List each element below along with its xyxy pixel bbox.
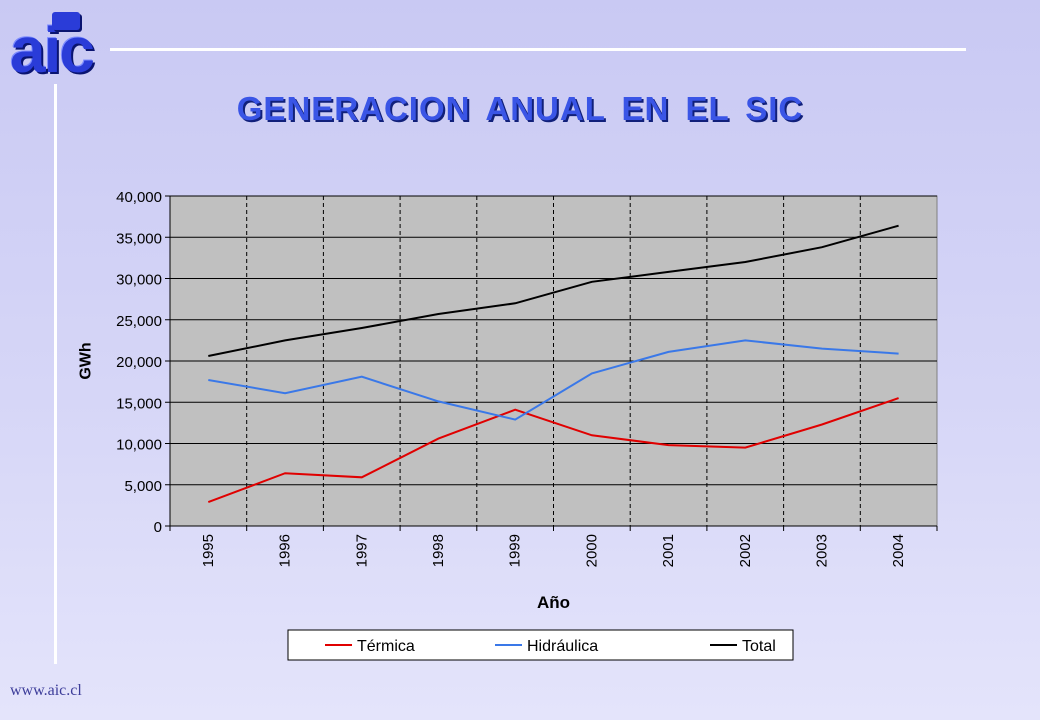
y-tick-label: 20,000 — [116, 354, 162, 371]
x-tick-label: 2004 — [890, 534, 907, 567]
y-axis-ticks: 0 5,000 10,000 15,000 20,000 25,000 30,000 35,0… — [116, 189, 170, 536]
x-tick-label: 2000 — [583, 534, 600, 567]
legend-box — [287, 629, 794, 661]
y-tick-label: 0 — [154, 519, 162, 536]
x-tick-label: 1995 — [200, 534, 217, 567]
footer-url[interactable]: www.aic.cl — [10, 682, 82, 699]
top-divider — [110, 48, 966, 51]
y-axis-label: GWh — [78, 342, 95, 379]
y-tick-label: 25,000 — [116, 313, 162, 330]
x-tick-label: 2002 — [737, 534, 754, 567]
series-line-térmica — [207, 397, 899, 504]
y-tick-label: 40,000 — [116, 189, 162, 206]
series-line-total — [208, 224, 899, 357]
legend: Térmica Hidráulica Total — [287, 629, 794, 661]
legend-label: Hidráulica — [527, 638, 598, 655]
x-tick-label: 1997 — [353, 534, 370, 567]
slide-title: GENERACION ANUAL EN EL SIC — [236, 90, 804, 127]
logo-text: aic — [10, 12, 95, 82]
y-tick-label: 30,000 — [116, 272, 162, 289]
x-axis-ticks: 1995 1996 1997 1998 1999 2000 2001 2002 2003 2004 — [169, 526, 938, 567]
legend-label: Total — [742, 638, 776, 655]
logo-i-dot — [52, 12, 80, 30]
x-tick-label: 2001 — [660, 534, 677, 567]
y-tick-label: 5,000 — [124, 478, 162, 495]
x-tick-label: 2003 — [813, 534, 830, 567]
y-tick-label: 15,000 — [116, 395, 162, 412]
y-tick-label: 10,000 — [116, 437, 162, 454]
x-axis-label: Año — [537, 593, 570, 612]
x-tick-label: 1999 — [507, 534, 524, 567]
x-tick-label: 1998 — [430, 534, 447, 567]
legend-label: Térmica — [357, 638, 415, 655]
series-line-hidráulica — [208, 339, 899, 421]
aic-logo: aic — [4, 6, 108, 82]
y-tick-label: 35,000 — [116, 230, 162, 247]
side-divider — [54, 84, 57, 664]
x-tick-label: 1996 — [277, 534, 294, 567]
series-lines — [207, 224, 899, 504]
vertical-gridlines — [169, 196, 937, 527]
